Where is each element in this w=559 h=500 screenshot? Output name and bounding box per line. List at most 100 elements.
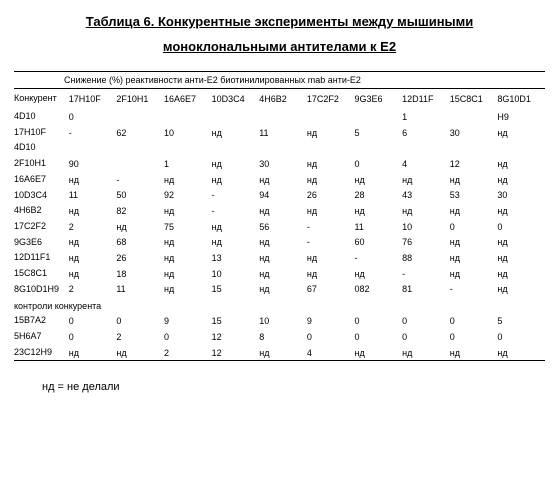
cell: 10 — [402, 219, 450, 235]
cell: 62 — [116, 125, 164, 141]
row-label: 4D10 — [14, 109, 69, 125]
cell: 11 — [354, 219, 402, 235]
cell: 13 — [212, 250, 260, 266]
cell: 0 — [402, 329, 450, 345]
cell: нд — [259, 172, 307, 188]
cell: нд — [402, 203, 450, 219]
cell — [307, 140, 355, 156]
cell: 30 — [497, 188, 545, 204]
cell: нд — [212, 125, 260, 141]
table-title: Таблица 6. Конкурентные эксперименты меж… — [14, 10, 545, 59]
data-table: Конкурент 17H10F 2F10H1 16A6E7 10D3C4 4H… — [14, 89, 545, 360]
cell: 1 — [402, 109, 450, 125]
cell: нд — [497, 156, 545, 172]
cell: нд — [402, 172, 450, 188]
table-row: 10D3C4115092-942628435330 — [14, 188, 545, 204]
cell: 90 — [69, 156, 117, 172]
cell: - — [212, 203, 260, 219]
row-label: 17C2F2 — [14, 219, 69, 235]
cell: - — [307, 219, 355, 235]
cell: нд — [497, 172, 545, 188]
cell: нд — [259, 282, 307, 298]
table-row: 15С8С1нд18нд10нднднд-нднд — [14, 266, 545, 282]
cell: - — [212, 188, 260, 204]
table-row: 4D1001H9 — [14, 109, 545, 125]
col-header: 16A6E7 — [164, 89, 212, 109]
col-header: 2F10H1 — [116, 89, 164, 109]
table-container: Снижение (%) реактивности анти-Е2 биотин… — [14, 71, 545, 361]
cell: 0 — [307, 329, 355, 345]
cell: 88 — [402, 250, 450, 266]
row-label: 4D10 — [14, 140, 69, 156]
cell: нд — [450, 250, 498, 266]
table-row: 16A6E7нд-нднднднднднднднд — [14, 172, 545, 188]
col-header: 17H10F — [69, 89, 117, 109]
table-row: 4H6B2нд82нд-нднднднднднд — [14, 203, 545, 219]
cell: H9 — [497, 109, 545, 125]
cell: нд — [259, 203, 307, 219]
cell: 11 — [69, 188, 117, 204]
cell: нд — [307, 125, 355, 141]
cell: нд — [497, 203, 545, 219]
cell: 0 — [116, 313, 164, 329]
cell: - — [69, 125, 117, 141]
cell: 68 — [116, 235, 164, 251]
col-header: 12D11F — [402, 89, 450, 109]
cell: нд — [164, 250, 212, 266]
cell — [354, 140, 402, 156]
cell: нд — [259, 345, 307, 361]
cell: нд — [164, 266, 212, 282]
cell: 26 — [307, 188, 355, 204]
cell — [307, 109, 355, 125]
cell: 0 — [69, 329, 117, 345]
table-row: 17H10F-6210нд11нд5630нд — [14, 125, 545, 141]
cell: нд — [497, 266, 545, 282]
cell: нд — [402, 345, 450, 361]
table-row: 17C2F22нд75нд56-111000 — [14, 219, 545, 235]
cell: 2 — [69, 219, 117, 235]
table-row: 9G3E6нд68нднднд-6076нднд — [14, 235, 545, 251]
cell: 6 — [402, 125, 450, 141]
cell: нд — [69, 345, 117, 361]
cell: - — [307, 235, 355, 251]
cell: нд — [497, 250, 545, 266]
row-label: 9G3E6 — [14, 235, 69, 251]
cell: 43 — [402, 188, 450, 204]
table-head: Конкурент 17H10F 2F10H1 16A6E7 10D3C4 4H… — [14, 89, 545, 109]
cell: нд — [497, 235, 545, 251]
cell: 0 — [450, 219, 498, 235]
table-body: 4D1001H917H10F-6210нд11нд5630нд4D102F10H… — [14, 109, 545, 297]
cell: нд — [164, 282, 212, 298]
cell: 0 — [354, 313, 402, 329]
cell — [402, 140, 450, 156]
cell: 4 — [402, 156, 450, 172]
cell: нд — [212, 235, 260, 251]
col-header: 8G10D1 — [497, 89, 545, 109]
cell: нд — [307, 250, 355, 266]
cell: - — [354, 250, 402, 266]
cell: нд — [307, 203, 355, 219]
cell: 18 — [116, 266, 164, 282]
cell: нд — [450, 203, 498, 219]
cell: 67 — [307, 282, 355, 298]
cell: нд — [354, 203, 402, 219]
cell: нд — [354, 266, 402, 282]
cell: 60 — [354, 235, 402, 251]
row-label: 12D11F1 — [14, 250, 69, 266]
cell: 8 — [259, 329, 307, 345]
section-row: контроли конкурента — [14, 297, 545, 313]
cell: нд — [450, 235, 498, 251]
cell: 15 — [212, 313, 260, 329]
cell — [212, 109, 260, 125]
cell: 2 — [69, 282, 117, 298]
cell — [354, 109, 402, 125]
cell: 0 — [354, 329, 402, 345]
cell: нд — [164, 203, 212, 219]
cell: 5 — [354, 125, 402, 141]
table-row: 2F10H1901нд30нд0412нд — [14, 156, 545, 172]
cell: 0 — [497, 219, 545, 235]
col-header: 17C2F2 — [307, 89, 355, 109]
cell: - — [450, 282, 498, 298]
row-label: 15B7A2 — [14, 313, 69, 329]
cell: нд — [354, 172, 402, 188]
